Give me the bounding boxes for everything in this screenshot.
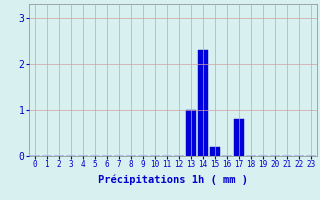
Bar <box>198 50 208 156</box>
Bar <box>234 119 244 156</box>
Bar <box>186 110 196 156</box>
Bar <box>210 147 220 156</box>
X-axis label: Précipitations 1h ( mm ): Précipitations 1h ( mm ) <box>98 175 248 185</box>
